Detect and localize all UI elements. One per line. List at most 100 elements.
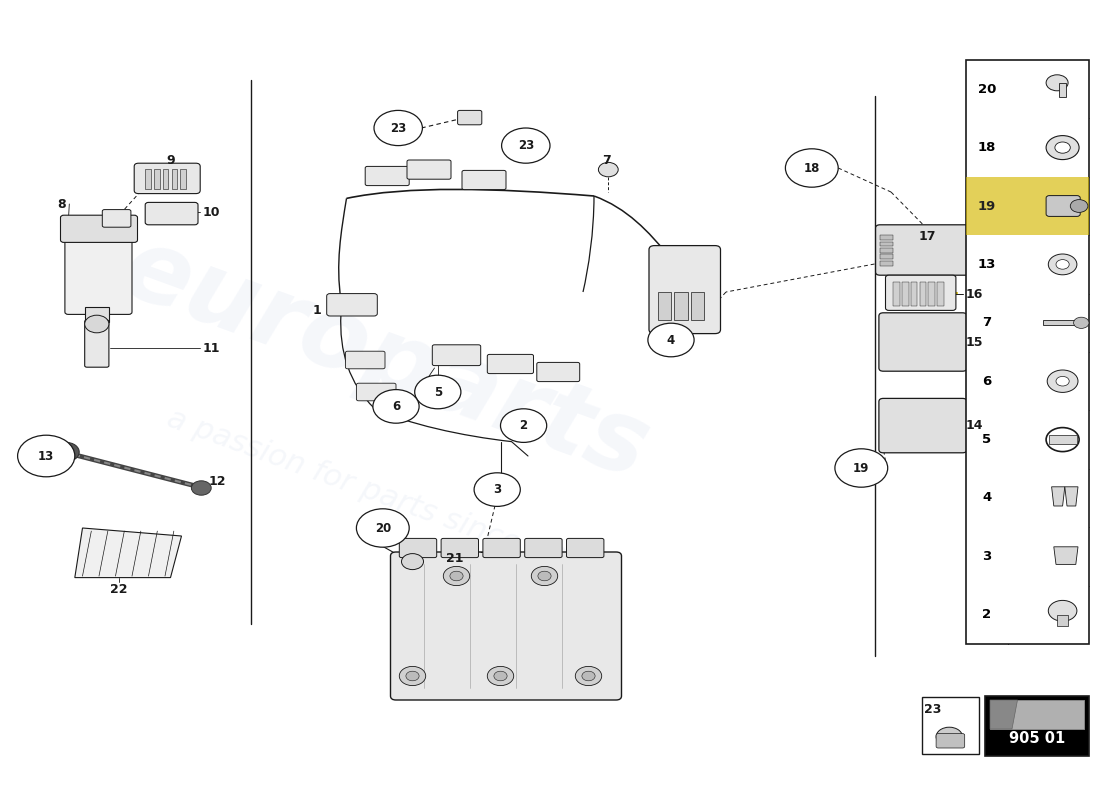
FancyBboxPatch shape — [432, 345, 481, 366]
Text: 7: 7 — [602, 154, 610, 166]
FancyBboxPatch shape — [566, 538, 604, 558]
Circle shape — [1074, 317, 1089, 328]
Bar — [937, 282, 944, 306]
Bar — [154, 169, 160, 189]
Bar — [966, 60, 1089, 644]
Text: 6: 6 — [982, 374, 991, 388]
Polygon shape — [990, 700, 1018, 729]
Circle shape — [399, 666, 426, 686]
FancyBboxPatch shape — [399, 538, 437, 558]
Circle shape — [575, 666, 602, 686]
Circle shape — [494, 671, 507, 681]
FancyBboxPatch shape — [345, 351, 385, 369]
FancyBboxPatch shape — [458, 110, 482, 125]
FancyBboxPatch shape — [879, 313, 967, 371]
Text: 12: 12 — [209, 475, 227, 488]
Text: 11: 11 — [202, 342, 220, 354]
FancyBboxPatch shape — [65, 234, 132, 314]
FancyBboxPatch shape — [537, 362, 580, 382]
Bar — [902, 282, 909, 306]
Text: 9: 9 — [166, 154, 175, 166]
Bar — [1043, 320, 1081, 325]
Circle shape — [1056, 376, 1069, 386]
Circle shape — [936, 727, 962, 746]
Circle shape — [443, 566, 470, 586]
Circle shape — [85, 315, 109, 333]
Text: 3: 3 — [493, 483, 502, 496]
Circle shape — [373, 390, 419, 423]
FancyBboxPatch shape — [134, 163, 200, 194]
Text: 22: 22 — [110, 583, 128, 596]
Bar — [922, 697, 979, 754]
Text: 4: 4 — [667, 334, 675, 346]
Text: 18: 18 — [978, 141, 996, 154]
Circle shape — [18, 435, 75, 477]
Bar — [163, 169, 168, 189]
Text: 2: 2 — [519, 419, 528, 432]
FancyBboxPatch shape — [327, 294, 377, 316]
Text: 7: 7 — [982, 316, 991, 330]
Circle shape — [415, 375, 461, 409]
Text: 19: 19 — [854, 462, 869, 474]
Text: 16: 16 — [966, 288, 983, 301]
Circle shape — [1055, 142, 1070, 154]
Circle shape — [538, 571, 551, 581]
Circle shape — [531, 566, 558, 586]
Bar — [880, 242, 893, 246]
Text: 19: 19 — [978, 199, 996, 213]
Circle shape — [1048, 254, 1077, 274]
Bar — [920, 282, 926, 306]
Text: a passion for parts since 1985: a passion for parts since 1985 — [164, 403, 606, 589]
Bar — [85, 307, 109, 322]
FancyBboxPatch shape — [390, 552, 622, 700]
Circle shape — [1048, 600, 1077, 621]
Bar — [1057, 614, 1068, 626]
Text: 18: 18 — [804, 162, 820, 174]
FancyBboxPatch shape — [365, 166, 409, 186]
Text: 23: 23 — [924, 703, 942, 716]
Bar — [172, 169, 177, 189]
Circle shape — [1047, 370, 1078, 392]
Circle shape — [648, 323, 694, 357]
Polygon shape — [990, 700, 1084, 729]
Circle shape — [450, 571, 463, 581]
Circle shape — [835, 449, 888, 487]
Bar — [966, 177, 1089, 235]
Polygon shape — [75, 528, 182, 578]
Circle shape — [374, 110, 422, 146]
Circle shape — [406, 671, 419, 681]
Circle shape — [53, 442, 79, 462]
FancyBboxPatch shape — [407, 160, 451, 179]
Bar — [880, 254, 893, 259]
Bar — [145, 169, 151, 189]
Circle shape — [500, 409, 547, 442]
Text: 2: 2 — [982, 608, 991, 622]
Text: 1: 1 — [312, 304, 321, 317]
Circle shape — [1056, 259, 1069, 269]
Bar — [674, 292, 688, 320]
Text: 23: 23 — [390, 122, 406, 134]
Text: 21: 21 — [446, 552, 463, 565]
Text: 15: 15 — [966, 336, 983, 349]
Circle shape — [785, 149, 838, 187]
Bar — [691, 292, 704, 320]
FancyBboxPatch shape — [525, 538, 562, 558]
Polygon shape — [1065, 486, 1078, 506]
FancyBboxPatch shape — [85, 320, 109, 367]
FancyBboxPatch shape — [441, 538, 478, 558]
FancyBboxPatch shape — [145, 202, 198, 225]
Text: 905 01: 905 01 — [1009, 731, 1065, 746]
FancyBboxPatch shape — [1046, 195, 1080, 216]
FancyBboxPatch shape — [487, 354, 534, 374]
FancyBboxPatch shape — [886, 275, 956, 310]
Bar — [880, 261, 893, 266]
Bar — [893, 282, 900, 306]
Bar — [911, 282, 917, 306]
Text: 13: 13 — [39, 450, 54, 462]
Bar — [658, 292, 671, 320]
FancyBboxPatch shape — [649, 246, 720, 334]
Text: 17: 17 — [918, 230, 936, 242]
Bar — [880, 235, 893, 240]
FancyBboxPatch shape — [102, 210, 131, 227]
Bar — [928, 282, 935, 306]
